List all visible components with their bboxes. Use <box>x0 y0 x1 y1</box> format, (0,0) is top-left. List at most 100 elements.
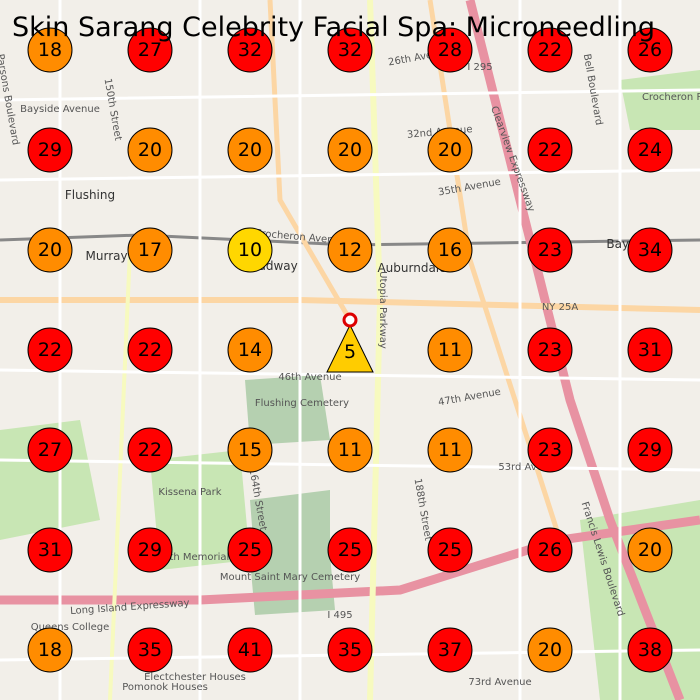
marker-value: 22 <box>38 339 62 361</box>
marker <box>127 527 173 573</box>
marker-value: 27 <box>138 39 162 61</box>
marker-value: 15 <box>238 439 262 461</box>
marker <box>627 27 673 73</box>
marker <box>627 427 673 473</box>
marker <box>327 127 373 173</box>
map-label: 46th Avenue <box>278 372 341 383</box>
marker <box>527 427 573 473</box>
marker-value: 35 <box>338 639 362 661</box>
marker <box>127 127 173 173</box>
marker <box>127 427 173 473</box>
marker-value: 27 <box>38 439 62 461</box>
marker <box>27 227 73 273</box>
map-label: Kissena Park <box>158 487 221 498</box>
marker-value: 35 <box>138 639 162 661</box>
map-label: I 295 <box>467 62 492 73</box>
marker-value: 23 <box>538 239 562 261</box>
marker-value: 29 <box>138 539 162 561</box>
marker <box>227 427 273 473</box>
marker <box>627 227 673 273</box>
marker-value: 12 <box>338 239 362 261</box>
marker-value: 20 <box>238 139 262 161</box>
marker-value: 11 <box>438 339 462 361</box>
marker <box>627 127 673 173</box>
location-pin <box>342 312 358 328</box>
map-label: NY 25A <box>542 302 578 313</box>
marker-value: 14 <box>238 339 262 361</box>
marker <box>527 27 573 73</box>
marker-value: 17 <box>138 239 162 261</box>
marker-value: 5 <box>344 341 356 363</box>
marker <box>227 627 273 673</box>
marker-value: 23 <box>538 439 562 461</box>
marker-value: 25 <box>338 539 362 561</box>
marker-value: 38 <box>638 639 662 661</box>
marker <box>127 227 173 273</box>
marker <box>27 527 73 573</box>
map-label: Electchester Houses <box>144 672 246 683</box>
marker-value: 11 <box>438 439 462 461</box>
marker-value: 22 <box>138 439 162 461</box>
marker <box>427 427 473 473</box>
marker-value: 24 <box>638 139 662 161</box>
map-label: Bayside Avenue <box>20 104 100 115</box>
marker <box>427 327 473 373</box>
marker <box>227 527 273 573</box>
map-label: I 495 <box>327 610 352 621</box>
map-label: Flushing Cemetery <box>255 398 349 409</box>
marker-value: 20 <box>438 139 462 161</box>
map-label: Crocheron Park <box>642 92 700 103</box>
marker <box>627 627 673 673</box>
marker <box>427 27 473 73</box>
title: Skin Sarang Celebrity Facial Spa: Micron… <box>12 12 655 43</box>
marker <box>627 327 673 373</box>
marker <box>127 627 173 673</box>
marker <box>27 427 73 473</box>
marker <box>27 127 73 173</box>
marker <box>27 627 73 673</box>
marker-value: 25 <box>438 539 462 561</box>
map-label: Booth Memorial Avenue <box>150 552 269 563</box>
marker-value: 20 <box>138 139 162 161</box>
marker-value: 11 <box>338 439 362 461</box>
marker <box>27 327 73 373</box>
marker-value: 31 <box>38 539 62 561</box>
marker-value: 10 <box>238 239 262 261</box>
marker <box>227 227 273 273</box>
marker-value: 18 <box>38 639 62 661</box>
markers: 18 27 32 32 28 22 26 29 20 20 20 20 22 24 20 17 10 12 16 23… <box>27 27 673 673</box>
map-label: Flushing <box>65 188 115 202</box>
marker-value: 18 <box>38 39 62 61</box>
park <box>0 420 100 540</box>
marker-value: 16 <box>438 239 462 261</box>
map-label: Utopia Parkway <box>377 271 388 349</box>
marker <box>527 227 573 273</box>
marker <box>27 27 73 73</box>
marker <box>427 527 473 573</box>
marker <box>327 527 373 573</box>
marker <box>527 527 573 573</box>
map-label: Mount Saint Mary Cemetery <box>220 572 360 583</box>
map-label: 53rd Avenue <box>498 462 561 473</box>
marker-value: 20 <box>38 239 62 261</box>
marker-value: 20 <box>538 639 562 661</box>
marker-value: 22 <box>538 39 562 61</box>
marker-value: 20 <box>638 539 662 561</box>
marker <box>327 227 373 273</box>
marker <box>527 627 573 673</box>
marker <box>327 427 373 473</box>
marker <box>627 527 673 573</box>
marker-value: 32 <box>338 39 362 61</box>
marker-value: 37 <box>438 639 462 661</box>
marker <box>127 327 173 373</box>
marker-value: 20 <box>338 139 362 161</box>
marker-value: 23 <box>538 339 562 361</box>
marker <box>227 327 273 373</box>
marker <box>527 327 573 373</box>
marker <box>127 27 173 73</box>
marker-value: 22 <box>538 139 562 161</box>
map-label: 73rd Avenue <box>468 677 531 688</box>
marker <box>326 323 374 373</box>
marker <box>527 127 573 173</box>
